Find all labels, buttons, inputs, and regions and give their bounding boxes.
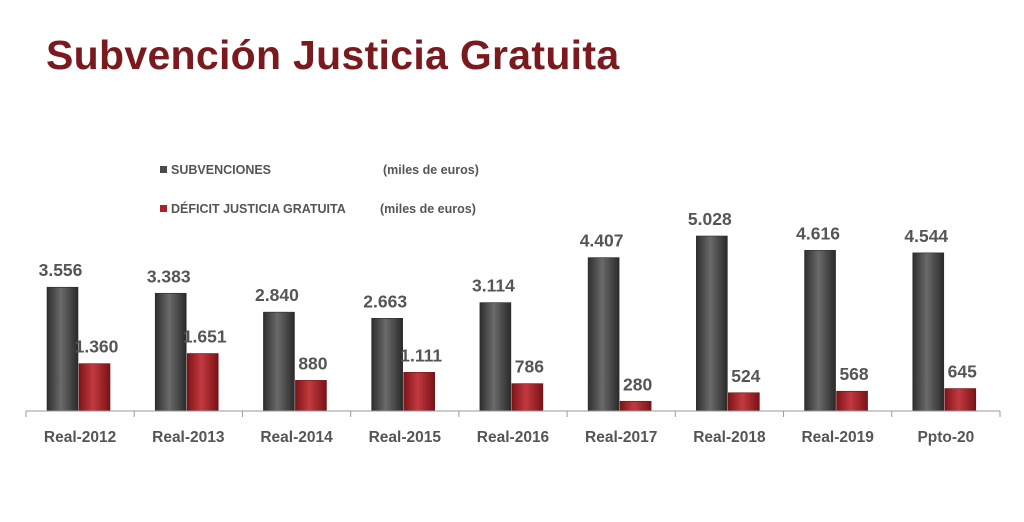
chart-bars: 3.556 1.360 3.383 1.651 2.840 880 2.663 1.111 3.… — [39, 209, 977, 412]
data-label-subvenciones: 3.383 — [147, 266, 191, 286]
data-label-subvenciones: 4.616 — [796, 223, 840, 243]
bar-deficit — [619, 400, 652, 412]
data-label-subvenciones: 2.663 — [363, 291, 407, 311]
data-label-deficit: 1.651 — [183, 327, 227, 347]
bar-subvenciones — [587, 257, 620, 412]
bar-deficit — [836, 390, 868, 412]
x-tick-label: Ppto-20 — [917, 429, 974, 446]
x-tick-label: Real-2014 — [260, 429, 333, 446]
x-tick-label: Real-2017 — [585, 429, 657, 446]
legend-label-deficit: DÉFICIT JUSTICIA GRATUITA — [171, 201, 346, 216]
data-label-subvenciones: 5.028 — [688, 209, 732, 229]
data-label-deficit: 280 — [623, 374, 652, 394]
x-tick-label: Real-2013 — [152, 429, 225, 446]
x-tick-label: Real-2015 — [369, 429, 442, 446]
bar-subvenciones — [912, 252, 945, 412]
data-label-deficit: 880 — [298, 353, 327, 373]
data-label-subvenciones: 4.407 — [580, 231, 624, 251]
bar-deficit — [78, 363, 111, 412]
data-label-subvenciones: 3.114 — [472, 276, 515, 296]
bar-deficit — [403, 372, 435, 412]
data-label-deficit: 645 — [948, 362, 977, 382]
data-label-deficit: 1.360 — [75, 337, 119, 357]
data-label-subvenciones: 2.840 — [255, 285, 299, 305]
bar-deficit — [295, 380, 327, 412]
page-title: Subvención Justicia Gratuita — [46, 32, 620, 78]
legend-swatch-deficit — [160, 205, 167, 212]
x-axis: Real-2012 Real-2013 Real-2014 Real-2015 Real… — [25, 410, 1001, 446]
data-label-deficit: 786 — [515, 357, 544, 377]
bar-deficit — [511, 383, 544, 412]
bar-subvenciones — [46, 286, 79, 412]
x-tick-label: Real-2012 — [44, 429, 116, 446]
data-label-subvenciones: 4.544 — [904, 226, 948, 246]
bar-subvenciones — [696, 235, 728, 412]
data-label-deficit: 524 — [731, 366, 760, 386]
bar-deficit — [944, 388, 977, 412]
chart-legend: SUBVENCIONES (miles de euros) DÉFICIT JUST… — [160, 163, 479, 216]
bar-subvenciones — [371, 318, 403, 412]
bar-deficit — [728, 392, 760, 412]
legend-swatch-subvenciones — [160, 166, 167, 173]
data-label-subvenciones: 3.556 — [39, 260, 83, 280]
data-label-deficit: 1.111 — [400, 345, 442, 365]
x-tick-label: Real-2019 — [801, 429, 874, 446]
x-tick-label: Real-2016 — [477, 429, 550, 446]
bar-subvenciones — [263, 311, 295, 412]
bar-subvenciones — [479, 302, 512, 412]
data-label-deficit: 568 — [839, 364, 868, 384]
bar-subvenciones — [154, 292, 187, 412]
bar-deficit — [186, 353, 219, 412]
legend-unit-subvenciones: (miles de euros) — [383, 163, 479, 177]
x-tick-label: Real-2018 — [693, 429, 766, 446]
legend-unit-deficit: (miles de euros) — [380, 202, 476, 216]
legend-label-subvenciones: SUBVENCIONES — [171, 163, 271, 177]
bar-subvenciones — [804, 250, 836, 412]
